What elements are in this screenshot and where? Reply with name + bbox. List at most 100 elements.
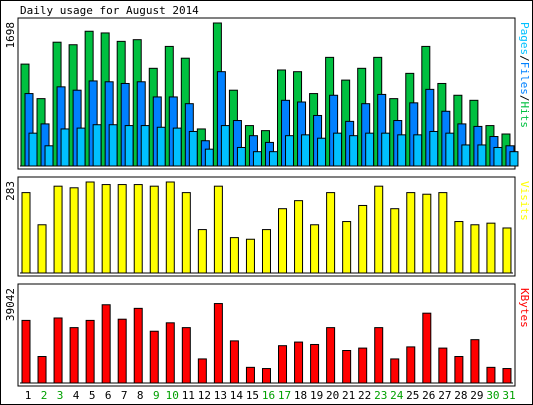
- bar-visits-day-9: [149, 185, 159, 274]
- bar-pages-day-17: [285, 135, 295, 167]
- side-legend-part: /: [518, 55, 531, 62]
- bar-visits-day-29: [470, 224, 480, 274]
- x-tick-label: 31: [502, 389, 515, 402]
- bar-pages-day-21: [349, 135, 359, 167]
- bar-visits-day-31: [502, 227, 512, 274]
- bar-pages-day-29: [477, 144, 487, 167]
- bar-pages-day-24: [397, 134, 407, 167]
- y-max-label: 283: [4, 181, 17, 201]
- x-tick-label: 4: [73, 389, 80, 402]
- x-tick-label: 1: [25, 389, 32, 402]
- bar-visits-day-6: [101, 184, 111, 274]
- bar-pages-day-16: [268, 151, 278, 167]
- bar-kbytes-day-14: [229, 340, 239, 384]
- bar-kbytes-day-27: [438, 347, 448, 384]
- bar-pages-day-6: [108, 124, 118, 167]
- bar-pages-day-7: [124, 125, 134, 167]
- bar-visits-day-20: [326, 192, 336, 274]
- bar-kbytes-day-2: [37, 356, 47, 384]
- y-max-label: 39042: [4, 288, 17, 321]
- x-tick-label: 13: [214, 389, 227, 402]
- bar-visits-day-13: [213, 185, 223, 274]
- bar-kbytes-day-23: [374, 327, 384, 384]
- bar-visits-day-11: [181, 192, 191, 274]
- bar-visits-day-28: [454, 221, 464, 274]
- bar-kbytes-day-18: [294, 341, 304, 384]
- bar-pages-day-3: [60, 128, 70, 167]
- bar-visits-day-15: [245, 238, 255, 274]
- x-tick-label: 7: [121, 389, 128, 402]
- side-legend: Visits: [518, 181, 531, 221]
- bar-visits-day-10: [165, 181, 175, 274]
- x-axis-day-labels: 1 2 3 4 5 6 7 8 9 10 11 12 13 14 15 16 17 18 19 20 21 22 23 24 2…: [25, 389, 516, 402]
- side-legend: Pages/Files/Hits: [518, 22, 531, 128]
- bar-pages-day-2: [44, 145, 54, 167]
- bar-pages-day-18: [301, 134, 311, 167]
- bar-pages-day-10: [172, 127, 182, 167]
- bar-kbytes-day-26: [422, 312, 432, 384]
- bar-kbytes-day-24: [390, 358, 400, 384]
- bar-kbytes-day-28: [454, 356, 464, 384]
- bar-pages-day-9: [156, 126, 166, 167]
- side-legend-part: Pages: [518, 22, 531, 55]
- side-legend: KBytes: [518, 288, 531, 328]
- x-tick-label: 14: [230, 389, 244, 402]
- x-tick-label: 11: [182, 389, 195, 402]
- bar-kbytes-day-19: [310, 343, 320, 384]
- bar-pages-day-8: [140, 125, 150, 167]
- bar-pages-day-13: [220, 125, 230, 167]
- bar-visits-day-24: [390, 208, 400, 274]
- bar-kbytes-day-15: [245, 366, 255, 384]
- bar-pages-day-4: [76, 127, 86, 167]
- x-tick-label: 8: [137, 389, 144, 402]
- x-tick-label: 3: [57, 389, 64, 402]
- bar-kbytes-day-31: [502, 368, 512, 384]
- bar-pages-day-12: [204, 148, 214, 167]
- side-legend-part: /: [518, 95, 531, 102]
- x-tick-label: 28: [454, 389, 467, 402]
- bar-visits-day-16: [261, 229, 271, 274]
- bar-kbytes-day-4: [69, 327, 79, 384]
- bar-kbytes-day-21: [342, 350, 352, 384]
- bar-kbytes-day-29: [470, 339, 480, 384]
- bar-visits-day-2: [37, 224, 47, 274]
- x-tick-label: 6: [105, 389, 112, 402]
- x-tick-label: 25: [406, 389, 419, 402]
- bar-visits-day-1: [21, 192, 31, 274]
- bar-kbytes-day-6: [101, 304, 111, 384]
- bar-kbytes-day-11: [181, 327, 191, 384]
- chart-title: Daily usage for August 2014: [20, 4, 199, 17]
- bar-visits-day-5: [85, 181, 95, 274]
- bar-pages-day-11: [188, 130, 198, 167]
- bar-visits-day-25: [406, 192, 416, 274]
- x-tick-label: 23: [374, 389, 387, 402]
- bar-visits-day-23: [374, 185, 384, 274]
- panel-3: 39042 KBytes: [4, 283, 531, 387]
- bar-pages-day-28: [461, 144, 471, 167]
- bar-visits-day-22: [358, 204, 368, 274]
- bar-pages-day-15: [252, 151, 262, 167]
- x-tick-label: 24: [390, 389, 404, 402]
- bar-kbytes-day-20: [326, 327, 336, 384]
- x-tick-label: 15: [246, 389, 259, 402]
- x-tick-label: 17: [278, 389, 291, 402]
- bar-visits-day-8: [133, 184, 143, 274]
- x-tick-label: 29: [470, 389, 483, 402]
- bar-kbytes-day-17: [278, 345, 288, 384]
- bar-visits-day-14: [229, 237, 239, 274]
- bar-visits-day-18: [294, 200, 304, 274]
- x-tick-label: 2: [41, 389, 48, 402]
- bar-kbytes-day-8: [133, 307, 143, 384]
- bar-kbytes-day-25: [406, 346, 416, 384]
- x-tick-label: 30: [486, 389, 499, 402]
- bar-pages-day-25: [413, 134, 423, 167]
- bar-kbytes-day-12: [197, 358, 207, 384]
- x-tick-label: 10: [166, 389, 179, 402]
- panel-1: 1698 Pages/Files/Hits: [4, 17, 531, 170]
- bar-visits-day-7: [117, 184, 127, 274]
- bar-visits-day-26: [422, 193, 432, 274]
- bar-visits-day-30: [486, 222, 496, 274]
- bar-visits-day-3: [53, 185, 63, 274]
- bar-kbytes-day-10: [165, 322, 175, 384]
